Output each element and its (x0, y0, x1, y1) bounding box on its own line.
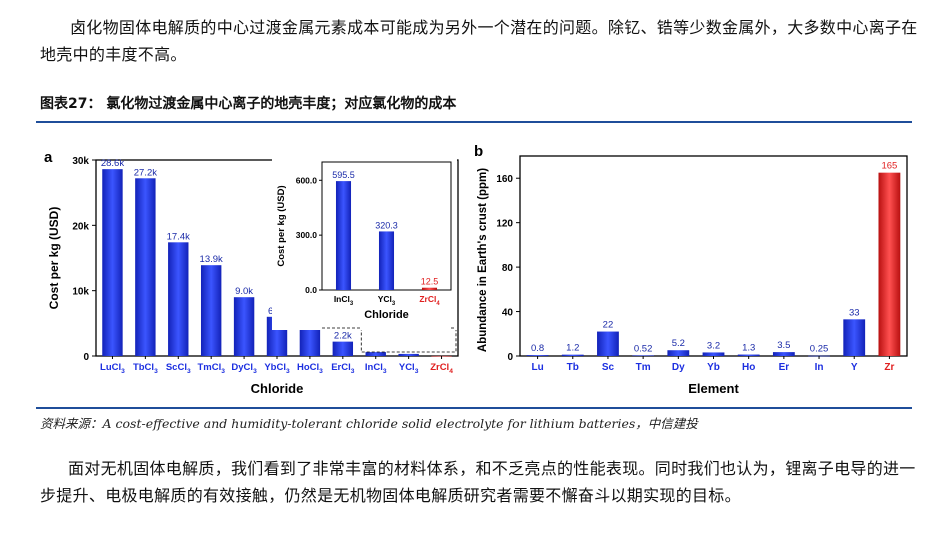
bar-value-label-b: 3.5 (777, 340, 790, 351)
y-tick-label-b: 160 (496, 174, 513, 185)
x-tick-label-a: DyCl3 (231, 362, 257, 375)
conclusion-paragraph: 面对无机固体电解质，我们看到了非常丰富的材料体系，和不乏亮点的性能表现。同时我们… (40, 459, 916, 505)
bar-value-label-b: 0.8 (531, 343, 544, 354)
y-tick-label-a: 20k (72, 221, 89, 232)
bar-value-label-b: 0.52 (634, 343, 653, 354)
bar-value-label-a: 17.4k (167, 231, 190, 242)
x-tick-label-a: TmCl3 (197, 362, 225, 375)
intro-paragraph: 卤化物固体电解质的中心过渡金属元素成本可能成为另外一个潜在的问题。除钇、锆等少数… (40, 18, 918, 64)
y-axis-label-b: Abundance in Earth's crust (ppm) (477, 168, 489, 352)
bar-b (878, 172, 901, 356)
inset-y-tick-label: 600.0 (296, 175, 318, 185)
x-tick-label-a: TbCl3 (133, 362, 158, 375)
cost-chart: a 0 10k 20k 30k Cost per kg (USD) Chloride 28.6… (44, 149, 459, 396)
inset-bar-value-label: 595.5 (332, 170, 355, 180)
inset-x-tick-label: InCl3 (334, 294, 354, 307)
bar-value-label-a: 9.0k (235, 286, 253, 297)
bar-value-label-a: 27.2k (134, 167, 157, 178)
bar-value-label-b: 1.3 (742, 343, 755, 354)
x-tick-label-b: In (815, 362, 824, 373)
inset-background (272, 158, 457, 330)
inset-y-tick-label: 300.0 (296, 230, 318, 240)
x-tick-label-a: YbCl3 (264, 362, 290, 375)
bar-a (102, 169, 123, 356)
bar-b (737, 354, 760, 356)
inset-x-tick-label: YCl3 (378, 294, 396, 307)
bar-value-label-b: 33 (849, 307, 860, 318)
panel-label-a: a (44, 149, 53, 166)
bar-value-label-a: 28.6k (101, 158, 124, 169)
x-tick-label-a: ErCl3 (331, 362, 355, 375)
x-axis-label-b: Element (688, 381, 739, 396)
bar-a (168, 242, 189, 356)
y-tick-label-a: 0 (83, 352, 89, 363)
inset-bar (335, 181, 352, 290)
bar-b (772, 352, 795, 356)
inset-bar-value-label: 320.3 (375, 220, 398, 230)
source-rule (36, 407, 912, 409)
x-tick-label-a: ScCl3 (166, 362, 191, 375)
bar-value-label-b: 0.25 (810, 344, 829, 355)
caption-rule (36, 121, 912, 123)
x-tick-label-b: Tb (567, 362, 579, 373)
x-tick-label-b: Ho (742, 362, 755, 373)
y-tick-label-b: 0 (507, 352, 513, 363)
figure-caption: 图表27： 氯化物过渡金属中心离子的地壳丰度；对应氯化物的成本 (40, 96, 457, 112)
y-tick-label-b: 80 (502, 263, 514, 274)
x-tick-label-b: Dy (672, 362, 685, 373)
y-axis-label-a: Cost per kg (USD) (47, 207, 61, 310)
bar-b (597, 331, 619, 356)
bar-value-label-b: 165 (881, 161, 897, 172)
inset-y-tick-label: 0.0 (305, 285, 317, 295)
y-tick-label-a: 30k (72, 156, 89, 167)
x-axis-label-a: Chloride (251, 381, 304, 396)
y-tick-label-a: 10k (72, 287, 89, 298)
x-tick-label-a: YCl3 (399, 362, 419, 375)
zoom-box-a (360, 327, 457, 353)
x-tick-label-a: ZrCl4 (430, 362, 453, 375)
inset-bar-value-label: 12.5 (421, 277, 439, 287)
abundance-chart: b 0 40 80 120 160 Abundance in Earth's crust (… (474, 143, 908, 396)
x-tick-label-b: Er (779, 362, 790, 373)
panel-label-b: b (474, 143, 483, 160)
bar-a (200, 265, 222, 356)
source-note: 资料来源：A cost-effective and humidity-toler… (40, 416, 698, 431)
x-tick-label-a: HoCl3 (297, 362, 323, 375)
inset-x-axis-label: Chloride (364, 309, 409, 321)
inset-bar (378, 231, 395, 290)
bar-value-label-b: 1.2 (566, 343, 579, 354)
x-tick-label-b: Y (851, 362, 858, 373)
x-tick-label-a: InCl3 (365, 362, 387, 375)
inset-x-tick-label: ZrCl4 (419, 294, 440, 307)
x-tick-label-b: Sc (602, 362, 615, 373)
x-tick-label-b: Tm (636, 362, 651, 373)
bar-b (632, 355, 655, 357)
bar-a (135, 178, 156, 356)
bar-b (843, 319, 866, 356)
x-tick-label-b: Lu (531, 362, 543, 373)
bar-value-label-a: 13.9k (200, 254, 223, 265)
bar-b (702, 352, 725, 356)
inset-bar (421, 287, 438, 290)
bar-a (365, 352, 386, 356)
bar-b (561, 354, 584, 356)
bar-a (233, 297, 255, 356)
y-tick-label-b: 120 (496, 219, 513, 230)
x-tick-label-b: Zr (884, 362, 894, 373)
bar-value-label-b: 3.2 (707, 340, 720, 351)
bar-value-label-a: 2.2k (334, 331, 352, 342)
y-tick-label-b: 40 (502, 308, 514, 319)
bar-value-label-b: 22 (603, 320, 614, 331)
bar-b (526, 355, 549, 356)
bar-value-label-b: 5.2 (672, 338, 685, 349)
bar-a (398, 353, 419, 356)
inset-y-axis-label: Cost per kg (USD) (276, 185, 287, 266)
x-tick-label-b: Yb (707, 362, 720, 373)
bar-a (332, 341, 354, 356)
bar-b (667, 350, 690, 356)
x-tick-label-a: LuCl3 (100, 362, 125, 375)
